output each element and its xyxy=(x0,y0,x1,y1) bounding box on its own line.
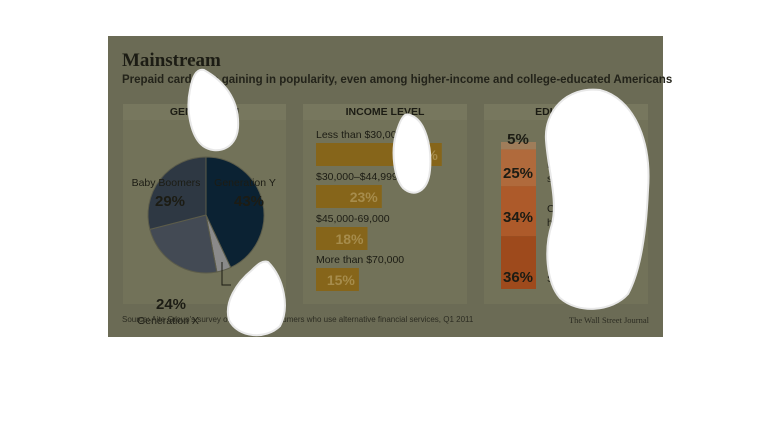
pie-label-baby-boomers: Baby Boomers xyxy=(132,177,201,189)
education-segment xyxy=(501,142,536,150)
highlight-blob-generation xyxy=(187,68,240,152)
income-bar xyxy=(316,185,382,208)
credit-note: The Wall Street Journal xyxy=(568,315,649,325)
education-value-label: 34% xyxy=(503,209,533,226)
income-category-label: More than $70,000 xyxy=(316,254,404,266)
education-value-label: 5% xyxy=(507,131,529,148)
income-category-label: $30,000–$44,999 xyxy=(316,171,398,183)
highlight-blob-education xyxy=(544,88,650,310)
pie-value-baby-boomers: 29% xyxy=(155,193,185,210)
income-bar xyxy=(316,227,368,250)
education-value-label: 36% xyxy=(503,269,533,286)
highlight-blob-income xyxy=(392,113,432,194)
income-value-label: 18% xyxy=(335,231,364,247)
highlight-blob-seniors xyxy=(226,260,286,337)
pie-label-generation-x: Generation X xyxy=(137,315,199,327)
chart-subtitle: Prepaid cards are gaining in popularity,… xyxy=(122,74,673,86)
pie-value-generation-x: 24% xyxy=(156,296,186,313)
pie-slice-generation-y xyxy=(205,156,265,269)
income-bar xyxy=(316,268,359,291)
pie-value-generation-y: 43% xyxy=(234,193,264,210)
seniors-leader-line xyxy=(221,262,231,286)
chart-title: Mainstream xyxy=(122,50,221,71)
education-segment xyxy=(501,149,536,187)
pie-slice-baby-boomers xyxy=(147,156,207,231)
income-category-label: Less than $30,000 xyxy=(316,129,403,141)
pie-label-generation-y: Generation Y xyxy=(214,177,276,189)
source-note: Source: Aite Group's survey of 500 U.S. … xyxy=(122,315,474,324)
generation-pie-chart: Generation Y43%Seniors4%Generation X24%B… xyxy=(132,156,276,328)
income-panel: INCOME LEVEL Less than $30,00044%$30,000… xyxy=(303,104,467,304)
education-segment xyxy=(501,236,536,289)
pie-slice-generation-x xyxy=(149,214,218,274)
income-value-label: 15% xyxy=(327,272,356,288)
education-value-label: 25% xyxy=(503,165,533,182)
education-segment xyxy=(501,186,536,237)
income-category-label: $45,000-69,000 xyxy=(316,213,390,225)
income-value-label: 23% xyxy=(350,189,379,205)
